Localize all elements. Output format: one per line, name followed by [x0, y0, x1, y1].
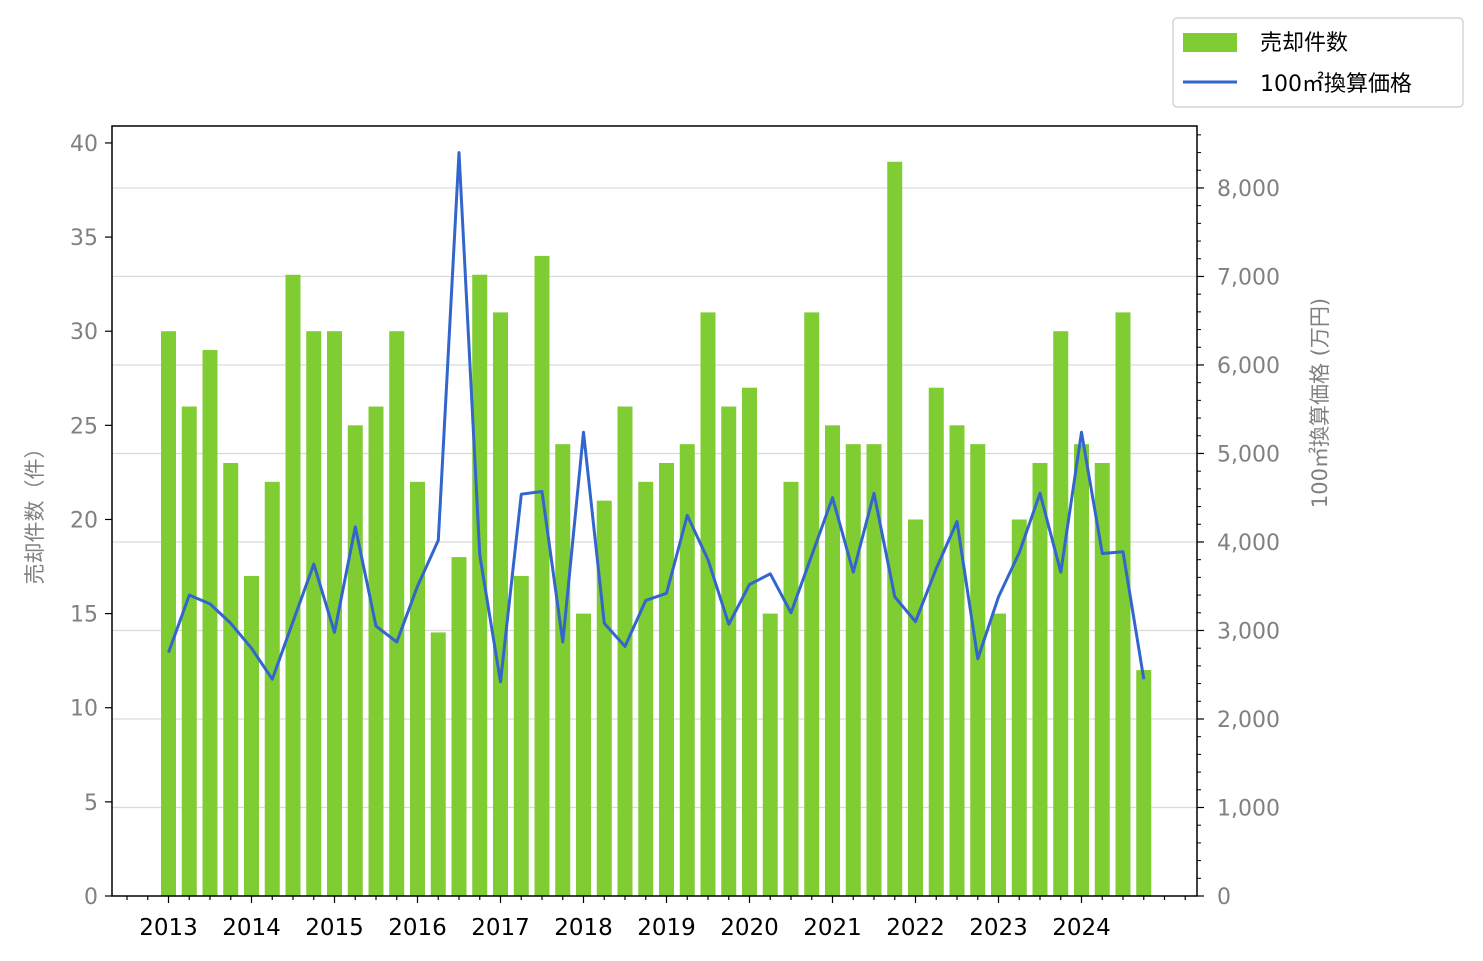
bar	[264, 481, 280, 896]
y-tick-label-left: 0	[84, 885, 98, 910]
bar	[534, 255, 550, 896]
legend-line-label: 100㎡換算価格	[1260, 71, 1412, 97]
y-tick-label-left: 35	[70, 226, 98, 251]
bar	[368, 406, 384, 896]
bar	[513, 575, 529, 896]
bar	[493, 312, 508, 896]
x-tick-label: 2016	[388, 915, 447, 941]
bar	[596, 500, 612, 896]
bar	[783, 481, 799, 896]
y-tick-label-right: 8,000	[1217, 177, 1280, 202]
y-axis-label-right: 100㎡換算価格 (万円)	[1308, 298, 1332, 508]
y-tick-label-left: 30	[70, 320, 98, 345]
bar	[1115, 312, 1131, 896]
bar	[181, 406, 197, 896]
bar	[472, 274, 488, 896]
bar	[991, 613, 1006, 896]
y-tick-label-left: 15	[70, 603, 98, 628]
y-axis-label-left: 売却件数（件）	[23, 438, 47, 585]
bar	[576, 613, 591, 896]
bar	[1053, 331, 1069, 896]
bar	[804, 312, 820, 896]
bar	[555, 444, 571, 896]
x-tick-label: 2022	[886, 915, 945, 941]
y-tick-label-right: 5,000	[1217, 442, 1280, 467]
bar	[244, 575, 259, 896]
axes: 0 5 10 15 20 25 30 35 40 0 1,000 2,000 3,000 4,000 5,0…	[70, 132, 1280, 941]
bar	[1094, 462, 1110, 896]
x-tick-label: 2023	[969, 915, 1028, 941]
plot-frame	[111, 125, 1198, 897]
bar	[887, 161, 903, 897]
legend: 売却件数 100㎡換算価格	[1172, 17, 1464, 108]
bar	[327, 331, 342, 896]
bar	[389, 331, 405, 896]
bar	[970, 444, 986, 896]
bar	[161, 331, 176, 896]
y-tick-label-left: 40	[70, 132, 98, 157]
bar	[306, 331, 322, 896]
bar	[659, 462, 674, 896]
bar	[742, 387, 757, 896]
bar	[1011, 519, 1027, 896]
x-tick-label: 2021	[803, 915, 862, 941]
x-tick-label: 2018	[554, 915, 613, 941]
bar	[285, 274, 301, 896]
bar	[451, 557, 467, 896]
bar	[347, 425, 363, 896]
line-series	[167, 151, 1146, 684]
bar	[908, 519, 923, 896]
bar	[430, 632, 446, 896]
y-tick-label-left: 20	[70, 508, 98, 533]
bar	[223, 462, 239, 896]
legend-bar-swatch	[1183, 33, 1237, 52]
y-tick-label-left: 25	[70, 414, 98, 439]
y-tick-label-right: 0	[1217, 885, 1231, 910]
bar	[866, 444, 882, 896]
y-tick-label-right: 3,000	[1217, 619, 1280, 644]
bar-series	[161, 161, 1152, 897]
bar	[949, 425, 965, 896]
bar	[679, 444, 695, 896]
y-tick-label-right: 4,000	[1217, 531, 1280, 556]
bar	[617, 406, 633, 896]
x-tick-label: 2020	[720, 915, 779, 941]
bar	[1032, 462, 1048, 896]
y-tick-label-right: 1,000	[1217, 796, 1280, 821]
bar	[845, 444, 861, 896]
bar	[638, 481, 654, 896]
x-tick-label: 2014	[222, 915, 281, 941]
bar	[721, 406, 737, 896]
bar	[825, 425, 840, 896]
x-tick-label: 2024	[1052, 915, 1111, 941]
y-tick-label-left: 10	[70, 697, 98, 722]
y-tick-label-right: 2,000	[1217, 708, 1280, 733]
y-tick-label-right: 6,000	[1217, 354, 1280, 379]
bar	[1074, 444, 1089, 896]
bar	[928, 387, 944, 896]
x-tick-label: 2013	[139, 915, 198, 941]
bar	[762, 613, 778, 896]
y-tick-label-right: 7,000	[1217, 265, 1280, 290]
x-tick-label: 2015	[305, 915, 364, 941]
price-line	[167, 151, 1146, 684]
legend-bar-label: 売却件数	[1260, 31, 1348, 56]
bar	[700, 312, 716, 896]
x-tick-label: 2017	[471, 915, 530, 941]
bar	[1136, 670, 1152, 896]
bar	[202, 350, 218, 896]
legend-box	[1172, 17, 1464, 108]
y-tick-label-left: 5	[84, 791, 98, 816]
x-tick-label: 2019	[637, 915, 696, 941]
bar	[410, 481, 425, 896]
